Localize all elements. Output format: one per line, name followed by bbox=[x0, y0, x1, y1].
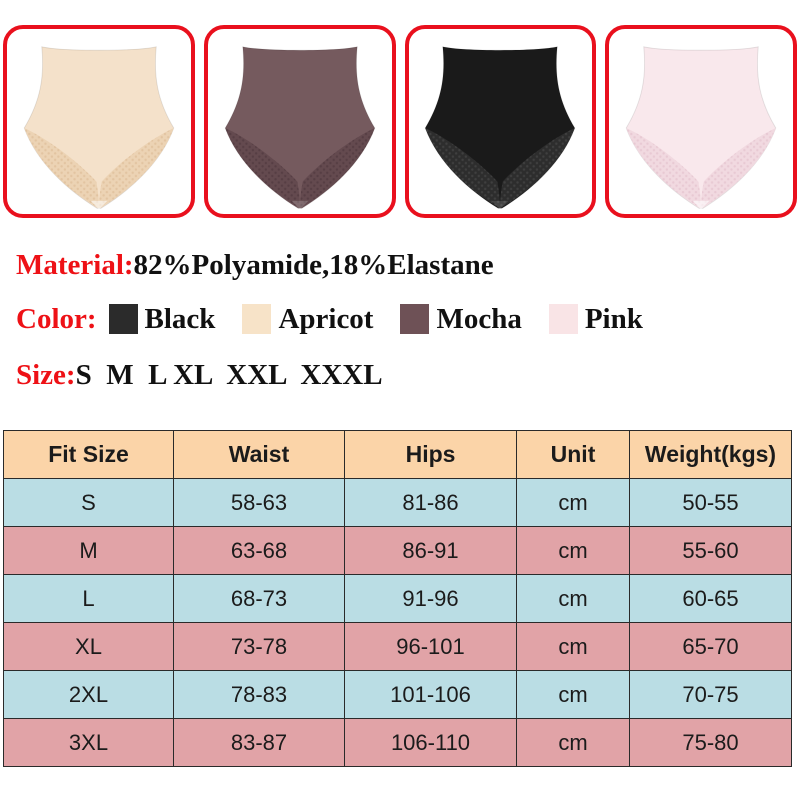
size-table-header-cell: Unit bbox=[516, 430, 630, 479]
color-line: Color: Black Apricot Mocha Pink bbox=[16, 302, 670, 336]
size-table-cell: S bbox=[3, 478, 174, 527]
product-card-apricot bbox=[3, 25, 195, 218]
seam-highlight bbox=[90, 200, 108, 209]
size-table-cell: 2XL bbox=[3, 670, 174, 719]
size-table-cell: 3XL bbox=[3, 718, 174, 767]
size-table-cell: 73-78 bbox=[173, 622, 345, 671]
color-option-label: Black bbox=[144, 302, 216, 335]
size-table-header-cell: Weight(kgs) bbox=[629, 430, 792, 479]
size-table-cell: cm bbox=[516, 622, 630, 671]
size-table-cell: 106-110 bbox=[344, 718, 517, 767]
color-option-pink: Pink bbox=[548, 302, 643, 336]
material-line: Material:82%Polyamide,18%Elastane bbox=[16, 249, 494, 282]
size-table-cell: 81-86 bbox=[344, 478, 517, 527]
size-table-cell: cm bbox=[516, 574, 630, 623]
lace-panel-right-texture bbox=[299, 127, 375, 208]
color-option-black: Black bbox=[108, 302, 216, 336]
size-table-cell: 96-101 bbox=[344, 622, 517, 671]
size-table-cell: L bbox=[3, 574, 174, 623]
size-table-cell: 86-91 bbox=[344, 526, 517, 575]
size-table-cell: 101-106 bbox=[344, 670, 517, 719]
size-table-cell: M bbox=[3, 526, 174, 575]
size-table-header-cell: Hips bbox=[344, 430, 517, 479]
material-label: Material: bbox=[16, 249, 134, 281]
size-table-cell: cm bbox=[516, 670, 630, 719]
size-table-body: S 58-63 81-86 cm 50-55 M 63-68 86-91 cm 55-60 L 68-… bbox=[3, 478, 792, 767]
color-swatch-black bbox=[108, 304, 138, 334]
size-table: Fit Size Waist Hips Unit Weight(kgs) S 58-63 8… bbox=[3, 430, 792, 767]
color-option-label: Apricot bbox=[278, 302, 374, 335]
size-table-header-cell: Waist bbox=[173, 430, 345, 479]
size-value: S M L XL XXL XXXL bbox=[75, 359, 383, 391]
material-value: 82%Polyamide,18%Elastane bbox=[133, 249, 494, 281]
size-table-cell: XL bbox=[3, 622, 174, 671]
lace-panel-left-texture bbox=[24, 127, 99, 208]
size-table-row-l: L 68-73 91-96 cm 60-65 bbox=[3, 574, 792, 623]
color-option-apricot: Apricot bbox=[242, 303, 373, 336]
size-table-cell: 70-75 bbox=[629, 670, 792, 719]
size-label: Size: bbox=[16, 359, 76, 391]
color-label: Color: bbox=[16, 302, 97, 335]
size-table-cell: 68-73 bbox=[173, 574, 345, 623]
size-table-row-m: M 63-68 86-91 cm 55-60 bbox=[3, 526, 792, 575]
lace-panel-left-texture bbox=[224, 127, 300, 208]
color-option-mocha: Mocha bbox=[400, 302, 522, 336]
size-table-row-2xl: 2XL 78-83 101-106 cm 70-75 bbox=[3, 670, 792, 719]
color-swatch-mocha bbox=[400, 304, 430, 334]
size-table-cell: 83-87 bbox=[173, 718, 345, 767]
garment-body bbox=[224, 45, 375, 209]
size-table-cell: cm bbox=[516, 478, 630, 527]
color-option-label: Pink bbox=[584, 302, 643, 335]
color-swatch-apricot bbox=[242, 304, 272, 334]
seam-highlight bbox=[291, 200, 308, 209]
lace-panel-left-texture bbox=[626, 127, 702, 208]
size-table-cell: 50-55 bbox=[629, 478, 792, 527]
size-table-cell: 60-65 bbox=[629, 574, 792, 623]
seam-highlight bbox=[692, 200, 710, 209]
garment-body bbox=[23, 45, 175, 209]
seam-highlight bbox=[492, 200, 509, 209]
garment-body bbox=[625, 45, 777, 209]
color-option-label: Mocha bbox=[436, 302, 522, 335]
product-card-mocha bbox=[203, 25, 396, 218]
size-table-row-s: S 58-63 81-86 cm 50-55 bbox=[3, 478, 792, 527]
size-table-head: Fit Size Waist Hips Unit Weight(kgs) bbox=[3, 430, 792, 479]
size-table-cell: 63-68 bbox=[173, 526, 345, 575]
size-table-cell: cm bbox=[516, 718, 630, 767]
size-table-cell: 55-60 bbox=[629, 526, 792, 575]
garment-body bbox=[425, 45, 576, 209]
size-table-cell: 75-80 bbox=[629, 718, 792, 767]
pink-garment-graphic bbox=[625, 45, 777, 209]
color-options: Black Apricot Mocha Pink bbox=[108, 302, 670, 336]
size-table-cell: 65-70 bbox=[629, 622, 792, 671]
size-table-header-cell: Fit Size bbox=[3, 430, 174, 479]
size-table-header-row: Fit Size Waist Hips Unit Weight(kgs) bbox=[3, 430, 792, 479]
size-table-cell: cm bbox=[516, 526, 630, 575]
lace-panel-right-texture bbox=[701, 127, 776, 208]
size-table-cell: 58-63 bbox=[173, 478, 345, 527]
size-table-row-3xl: 3XL 83-87 106-110 cm 75-80 bbox=[3, 718, 792, 767]
black-garment-graphic bbox=[425, 45, 576, 209]
size-table-cell: 78-83 bbox=[173, 670, 345, 719]
lace-panel-right-texture bbox=[500, 127, 576, 208]
product-card-black bbox=[404, 25, 597, 218]
size-line: Size:S M L XL XXL XXXL bbox=[16, 359, 383, 392]
size-table-cell: 91-96 bbox=[344, 574, 517, 623]
product-gallery bbox=[3, 25, 797, 218]
apricot-garment-graphic bbox=[23, 45, 175, 209]
lace-panel-left-texture bbox=[425, 127, 501, 208]
lace-panel-right-texture bbox=[98, 127, 174, 208]
product-card-pink bbox=[605, 25, 797, 218]
mocha-garment-graphic bbox=[224, 45, 375, 209]
color-swatch-pink bbox=[548, 304, 578, 334]
size-table-row-xl: XL 73-78 96-101 cm 65-70 bbox=[3, 622, 792, 671]
